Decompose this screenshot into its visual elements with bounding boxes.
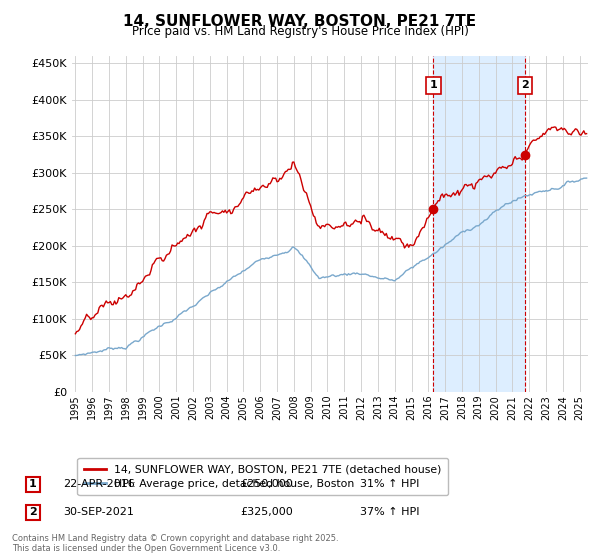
- Bar: [433, 56, 525, 392]
- Legend: 14, SUNFLOWER WAY, BOSTON, PE21 7TE (detached house), HPI: Average price, detach: 14, SUNFLOWER WAY, BOSTON, PE21 7TE (det…: [77, 458, 448, 495]
- Text: 1: 1: [29, 479, 37, 489]
- Text: 31% ↑ HPI: 31% ↑ HPI: [360, 479, 419, 489]
- Text: 37% ↑ HPI: 37% ↑ HPI: [360, 507, 419, 517]
- Text: 1: 1: [430, 80, 437, 90]
- Text: 14, SUNFLOWER WAY, BOSTON, PE21 7TE: 14, SUNFLOWER WAY, BOSTON, PE21 7TE: [124, 14, 476, 29]
- Text: £250,000: £250,000: [240, 479, 293, 489]
- Text: £325,000: £325,000: [240, 507, 293, 517]
- Text: 2: 2: [29, 507, 37, 517]
- Text: Contains HM Land Registry data © Crown copyright and database right 2025.
This d: Contains HM Land Registry data © Crown c…: [12, 534, 338, 553]
- Text: 30-SEP-2021: 30-SEP-2021: [63, 507, 134, 517]
- Text: Price paid vs. HM Land Registry's House Price Index (HPI): Price paid vs. HM Land Registry's House …: [131, 25, 469, 38]
- Text: 2: 2: [521, 80, 529, 90]
- Text: 22-APR-2016: 22-APR-2016: [63, 479, 135, 489]
